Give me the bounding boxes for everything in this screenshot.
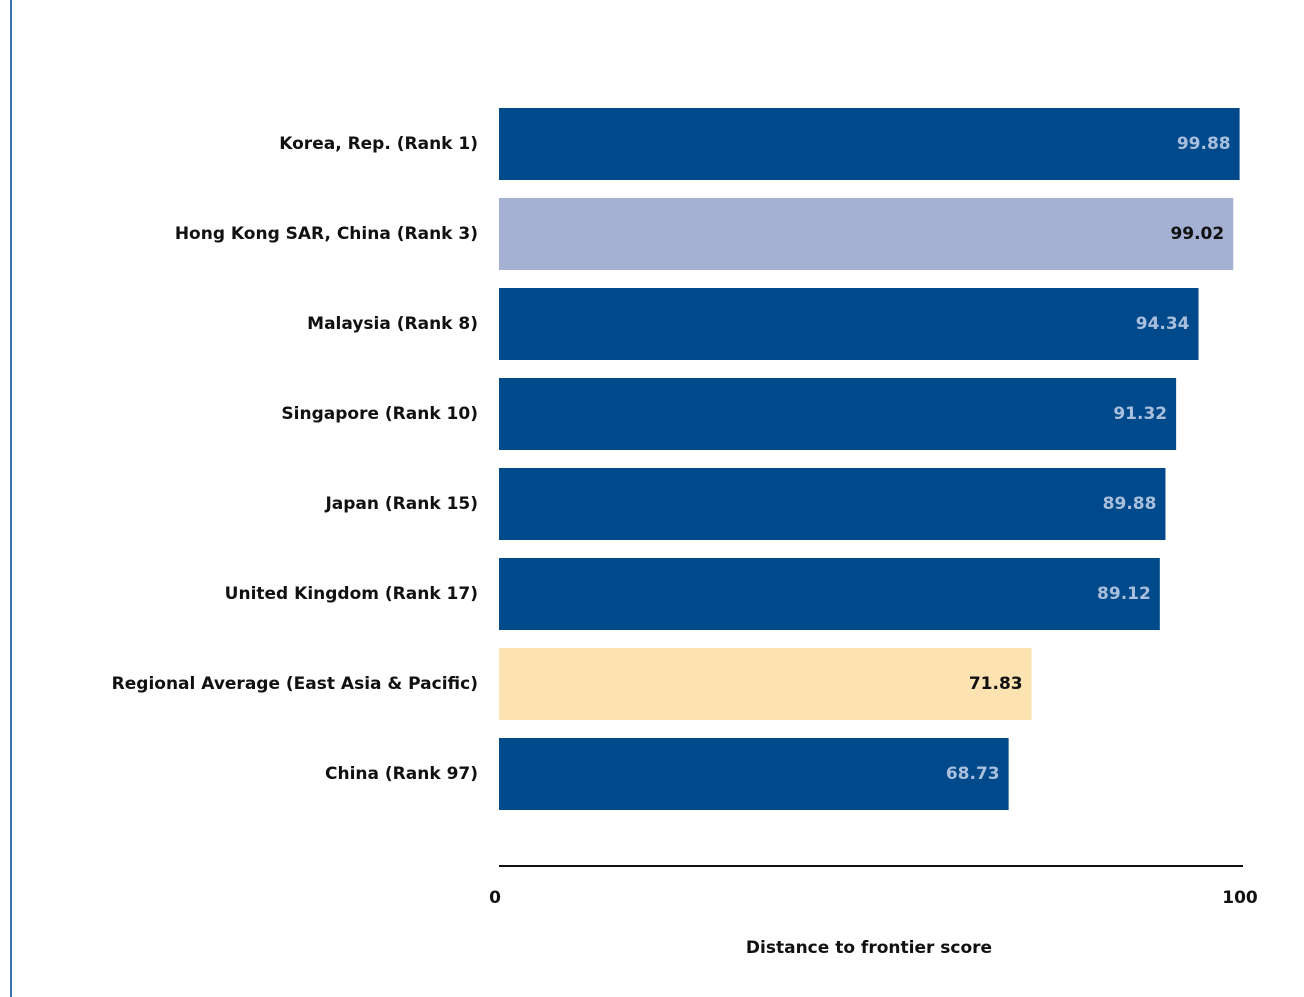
category-label-4: Japan (Rank 15) xyxy=(324,494,478,514)
value-label-6: 71.83 xyxy=(969,674,1023,694)
bar-4 xyxy=(499,468,1166,540)
category-labels-layer: Korea, Rep. (Rank 1) Hong Kong SAR, China… xyxy=(112,134,478,784)
bar-6 xyxy=(499,648,1032,720)
value-label-5: 89.12 xyxy=(1097,584,1151,604)
bar-7 xyxy=(499,738,1009,810)
category-label-2: Malaysia (Rank 8) xyxy=(307,314,478,334)
value-label-7: 68.73 xyxy=(946,764,1000,784)
category-label-7: China (Rank 97) xyxy=(325,764,478,784)
value-label-4: 89.88 xyxy=(1103,494,1157,514)
bars-layer xyxy=(499,108,1240,810)
bar-3 xyxy=(499,378,1177,450)
bar-5 xyxy=(499,558,1160,630)
x-tick-label-1: 100 xyxy=(1222,888,1258,908)
value-labels-layer: 99.88 99.02 94.34 91.32 89.88 89.12 71.83 68.73 xyxy=(946,134,1231,784)
value-label-2: 94.34 xyxy=(1136,314,1190,334)
x-tick-label-0: 0 xyxy=(489,888,501,908)
category-label-6: Regional Average (East Asia & Pacific) xyxy=(112,674,478,694)
value-label-0: 99.88 xyxy=(1177,134,1231,154)
chart-frame xyxy=(10,0,1304,997)
bar-1 xyxy=(499,198,1234,270)
bar-0 xyxy=(499,108,1240,180)
category-label-3: Singapore (Rank 10) xyxy=(281,404,478,424)
bar-2 xyxy=(499,288,1199,360)
category-label-1: Hong Kong SAR, China (Rank 3) xyxy=(175,224,478,244)
category-label-5: United Kingdom (Rank 17) xyxy=(225,584,478,604)
value-label-3: 91.32 xyxy=(1113,404,1167,424)
category-label-0: Korea, Rep. (Rank 1) xyxy=(279,134,478,154)
value-label-1: 99.02 xyxy=(1170,224,1224,244)
x-axis-title: Distance to frontier score xyxy=(746,938,992,958)
